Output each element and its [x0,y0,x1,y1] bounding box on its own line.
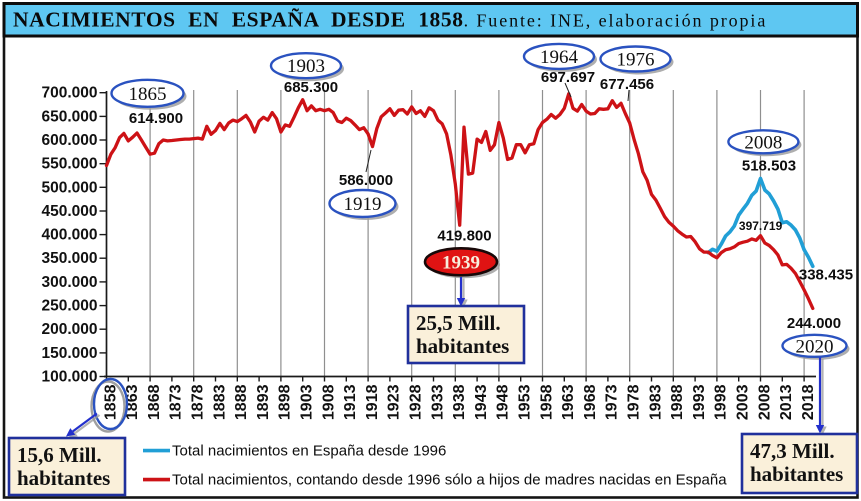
svg-text:450.000: 450.000 [41,203,97,220]
svg-text:Total nacimientos, contando de: Total nacimientos, contando desde 1996 s… [172,472,727,489]
svg-text:1973: 1973 [604,384,621,420]
svg-text:15,6 Mill.: 15,6 Mill. [17,443,102,467]
svg-text:500.000: 500.000 [41,179,97,196]
svg-text:1888: 1888 [233,384,250,420]
svg-text:47,3 Mill.: 47,3 Mill. [750,439,835,463]
svg-text:350.000: 350.000 [41,250,97,267]
svg-text:1918: 1918 [364,384,381,420]
svg-text:1893: 1893 [255,384,272,420]
svg-text:1898: 1898 [277,384,294,420]
svg-text:250.000: 250.000 [41,298,97,315]
svg-text:1978: 1978 [625,384,642,420]
svg-text:2008: 2008 [756,384,773,420]
svg-text:2020: 2020 [796,336,834,357]
svg-text:1933: 1933 [429,384,446,420]
svg-text:1983: 1983 [647,384,664,420]
svg-text:614.900: 614.900 [129,110,183,127]
svg-text:338.435: 338.435 [799,267,853,284]
svg-text:697.697: 697.697 [541,69,595,86]
svg-text:1883: 1883 [211,384,228,420]
svg-text:100.000: 100.000 [41,369,97,386]
svg-text:150.000: 150.000 [41,345,97,362]
svg-text:685.300: 685.300 [284,79,338,96]
svg-text:650.000: 650.000 [41,108,97,125]
svg-text:2018: 2018 [800,384,817,420]
svg-text:2008: 2008 [744,132,782,153]
svg-text:1968: 1968 [582,384,599,420]
svg-text:1976: 1976 [617,50,655,71]
svg-text:1964: 1964 [540,47,579,68]
svg-text:1939: 1939 [442,252,480,273]
svg-text:300.000: 300.000 [41,274,97,291]
svg-text:550.000: 550.000 [41,156,97,173]
svg-text:600.000: 600.000 [41,132,97,149]
svg-text:677.456: 677.456 [600,76,654,93]
svg-text:25,5 Mill.: 25,5 Mill. [416,311,501,335]
svg-text:habitantes: habitantes [17,466,110,490]
svg-text:419.800: 419.800 [437,228,491,245]
svg-text:1928: 1928 [407,384,424,420]
svg-text:244.000: 244.000 [787,315,841,332]
svg-text:1953: 1953 [516,384,533,420]
svg-text:habitantes: habitantes [750,462,843,486]
svg-text:700.000: 700.000 [41,85,97,102]
svg-text:1988: 1988 [669,384,686,420]
svg-text:1908: 1908 [320,384,337,420]
svg-text:2003: 2003 [734,384,751,420]
svg-text:397.719: 397.719 [739,219,783,233]
svg-text:1868: 1868 [146,384,163,420]
svg-text:1938: 1938 [451,384,468,420]
svg-text:1903: 1903 [298,384,315,420]
svg-text:1993: 1993 [691,384,708,420]
svg-text:habitantes: habitantes [416,334,509,358]
svg-text:1903: 1903 [287,56,325,77]
svg-text:2013: 2013 [778,384,795,420]
svg-text:NACIMIENTOS EN ESPAÑA DESDE 18: NACIMIENTOS EN ESPAÑA DESDE 1858. Fuente… [13,8,767,32]
svg-text:400.000: 400.000 [41,227,97,244]
svg-text:1923: 1923 [386,384,403,420]
svg-text:1948: 1948 [495,384,512,420]
svg-text:1998: 1998 [713,384,730,420]
svg-text:1943: 1943 [473,384,490,420]
svg-text:1958: 1958 [538,384,555,420]
svg-text:1963: 1963 [560,384,577,420]
svg-text:200.000: 200.000 [41,321,97,338]
svg-text:1873: 1873 [168,384,185,420]
svg-text:518.503: 518.503 [742,158,796,175]
svg-text:Total nacimientos en España de: Total nacimientos en España desde 1996 [172,443,446,460]
svg-text:1913: 1913 [342,384,359,420]
svg-text:1878: 1878 [189,384,206,420]
svg-text:1919: 1919 [344,194,382,215]
svg-text:1865: 1865 [129,84,167,105]
svg-text:1863: 1863 [124,384,141,420]
svg-text:586.000: 586.000 [339,172,393,189]
svg-text:1858: 1858 [102,384,119,420]
